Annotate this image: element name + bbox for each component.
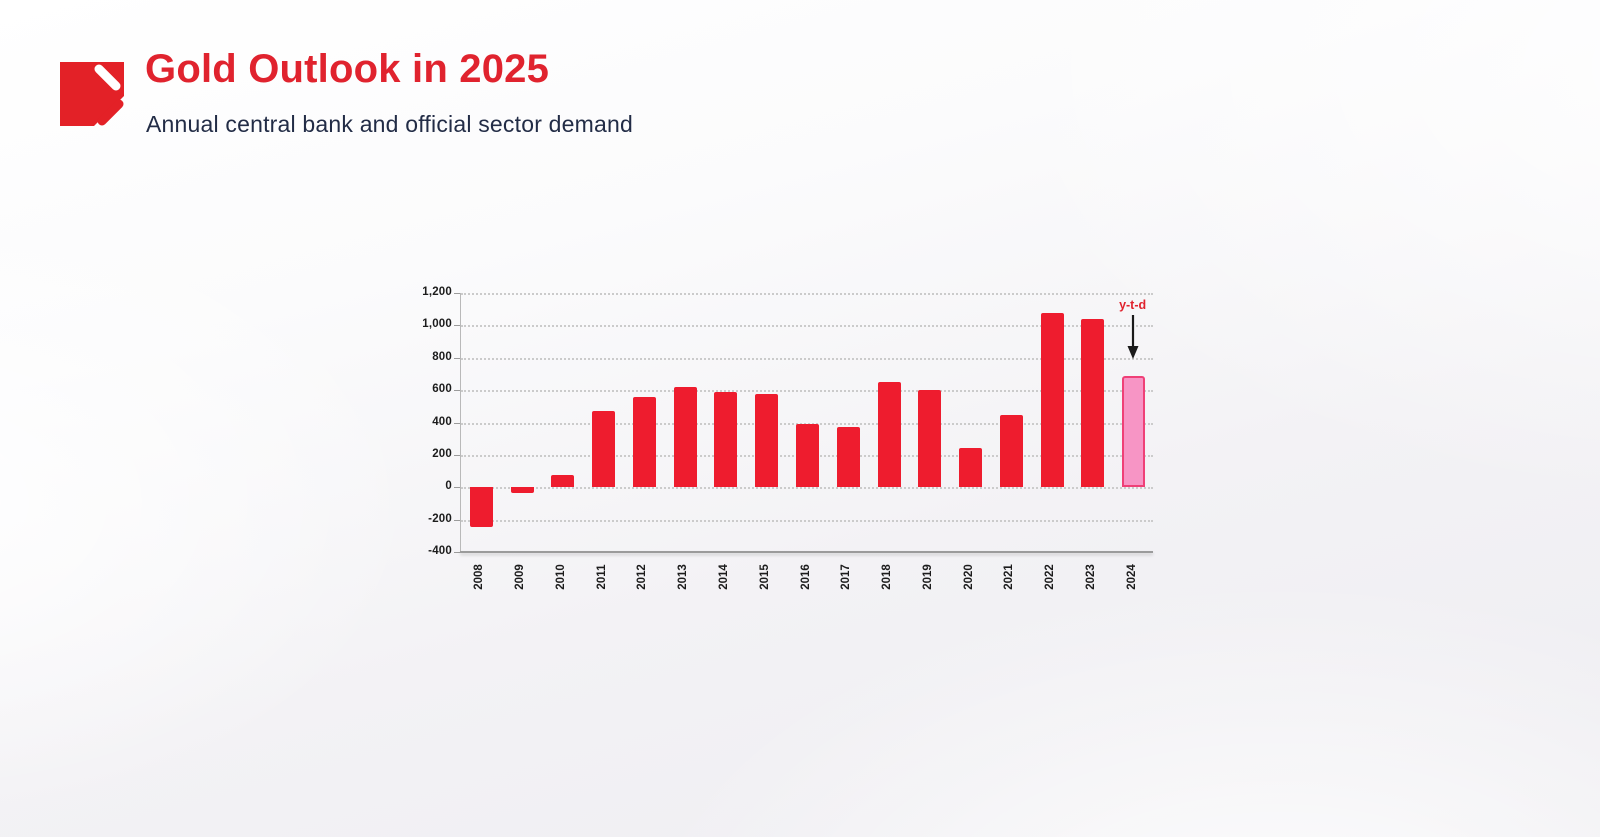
- bar-2023: [1081, 318, 1105, 488]
- ytick-label-600: 600: [432, 383, 452, 396]
- xtick-label-2010: 2010: [554, 564, 567, 590]
- bar-2014: [714, 391, 738, 488]
- xtick-label-2009: 2009: [514, 564, 527, 590]
- page-title: Gold Outlook in 2025: [145, 47, 550, 91]
- x-axis-line: [460, 551, 1153, 553]
- gridline-400: [461, 422, 1153, 425]
- xtick-label-2022: 2022: [1044, 564, 1057, 590]
- ytick-mark-600: [454, 390, 460, 392]
- ytick-label-200: 200: [432, 447, 452, 460]
- gridline-1000: [461, 325, 1153, 328]
- gridline-0: [461, 487, 1153, 490]
- xtick-label-2019: 2019: [921, 564, 934, 590]
- ytd-annotation: y-t-d: [1103, 298, 1163, 359]
- ytick-label-400: 400: [432, 415, 452, 428]
- gridline-1200: [461, 293, 1153, 295]
- ytick-label-0: 0: [445, 480, 452, 493]
- ytick-mark--200: [454, 519, 460, 521]
- plot-area: [460, 293, 1153, 553]
- gridline-800: [461, 357, 1153, 360]
- xtick-label-2017: 2017: [840, 564, 853, 590]
- bar-2008: [469, 487, 493, 527]
- ytick-mark-800: [454, 357, 460, 359]
- ytick-label--400: -400: [428, 545, 452, 557]
- down-arrow-icon: [1127, 315, 1139, 359]
- logo-red-slash: [97, 99, 124, 126]
- bar-2015: [755, 394, 779, 488]
- gridline-600: [461, 390, 1153, 393]
- bar-2012: [632, 396, 656, 488]
- logo-square: [60, 62, 124, 126]
- xtick-label-2014: 2014: [717, 564, 730, 590]
- ytick-mark-1000: [454, 325, 460, 327]
- xtick-label-2011: 2011: [595, 564, 608, 590]
- bar-2022: [1040, 313, 1064, 488]
- bar-2011: [592, 411, 616, 488]
- xtick-label-2015: 2015: [758, 564, 771, 590]
- ytick-mark-0: [454, 487, 460, 489]
- bar-2009: [510, 487, 534, 493]
- header: Gold Outlook in 2025 Annual central bank…: [0, 0, 1600, 170]
- xtick-label-2020: 2020: [962, 564, 975, 590]
- gridline--200: [461, 519, 1153, 522]
- xtick-label-2021: 2021: [1003, 564, 1016, 590]
- bar-2024: [1122, 375, 1146, 488]
- xtick-label-2023: 2023: [1084, 564, 1097, 590]
- xtick-label-2016: 2016: [799, 564, 812, 590]
- bar-2021: [999, 415, 1023, 488]
- brand-logo-icon: [60, 62, 124, 126]
- ytick-mark-1200: [454, 293, 460, 294]
- bar-2019: [918, 390, 942, 488]
- ytick-label-800: 800: [432, 350, 452, 363]
- logo-white-slash: [94, 64, 121, 91]
- ytick-label-1000: 1,000: [422, 318, 452, 331]
- ytick-mark--400: [454, 552, 460, 553]
- chart: 1,200 1,000 800 600 400 200 0 -200 -400 2008 2009…: [408, 286, 1198, 603]
- bar-2013: [673, 386, 697, 488]
- ytick-label--200: -200: [428, 512, 452, 525]
- bar-2020: [959, 447, 983, 488]
- bar-2010: [551, 475, 575, 488]
- xtick-label-2018: 2018: [881, 564, 894, 590]
- xtick-label-2012: 2012: [636, 564, 649, 590]
- xtick-label-2024: 2024: [1125, 564, 1138, 590]
- bar-2016: [796, 424, 819, 488]
- xtick-label-2008: 2008: [473, 564, 486, 590]
- ytick-mark-200: [454, 454, 460, 456]
- ytick-mark-400: [454, 422, 460, 424]
- ytd-label: y-t-d: [1119, 298, 1147, 312]
- bar-2017: [836, 426, 860, 488]
- ytick-label-1200: 1,200: [422, 286, 452, 298]
- bar-2018: [877, 382, 901, 488]
- xtick-label-2013: 2013: [677, 564, 690, 590]
- page-subtitle: Annual central bank and official sector …: [146, 111, 633, 137]
